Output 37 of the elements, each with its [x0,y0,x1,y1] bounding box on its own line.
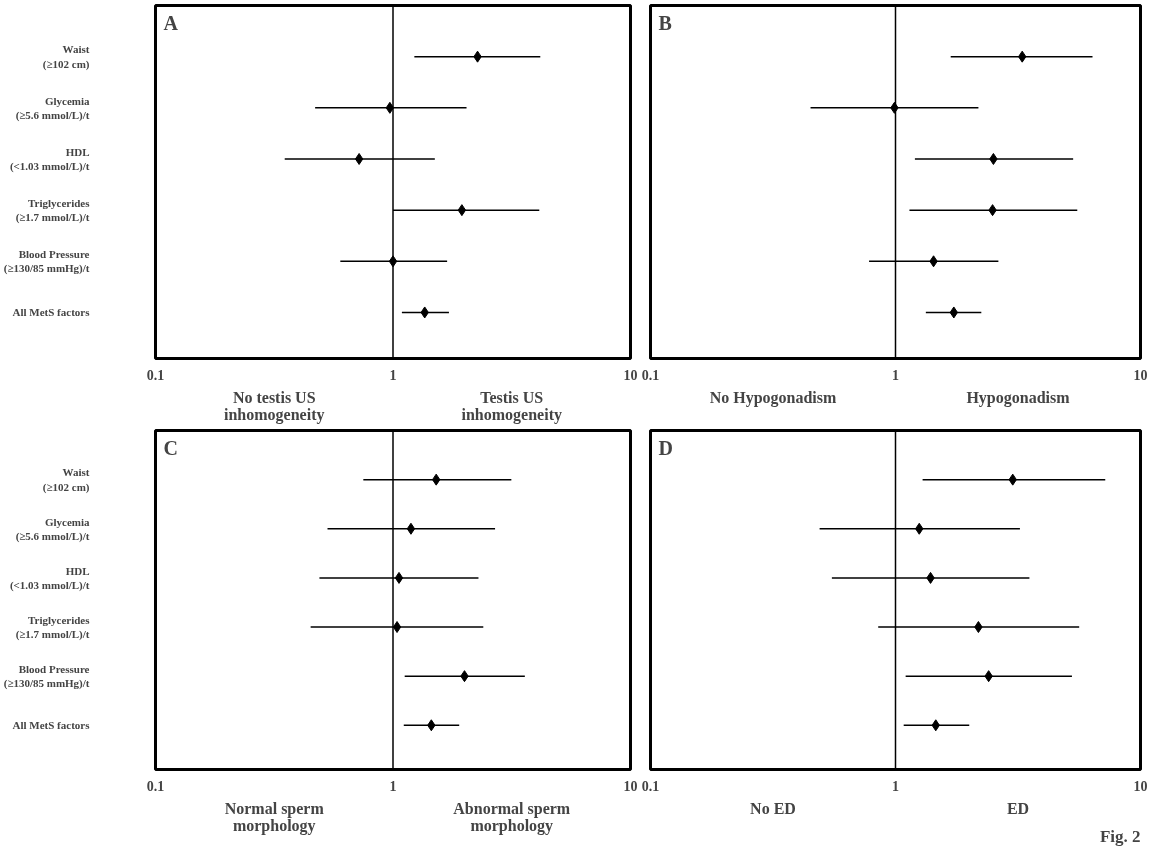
y-tick-label: HDL (<1.03 mmol/L)/t [9,145,90,174]
chart-title: B [658,11,672,34]
y-tick-label: Triglycerides (≥1.7 mmol/L)/t [15,613,91,642]
x-tick-label: 10 [1133,778,1148,794]
text: No testis US inhomogeneity [224,388,325,424]
y-tick-label: HDL (<1.03 mmol/L)/t [9,564,90,593]
x-tick-label: 1 [389,367,397,383]
text: ED [1006,799,1030,817]
x-tick-label: 10 [623,778,638,794]
x-tick-label: 1 [892,778,899,794]
text: Abnormal sperm morphology [453,799,571,835]
text: Testis US inhomogeneity [461,388,562,424]
chart-title: D [658,436,673,459]
y-tick-label: Blood Pressure (≥130/85 mmHg)/t [3,662,90,691]
y-tick-label: Triglycerides (≥1.7 mmol/L)/t [15,196,91,225]
y-tick-label: All MetS factors [12,306,91,319]
y-tick-label: Waist (≥102 cm) [42,466,90,494]
text: Hypogonadism [966,388,1071,407]
y-tick-label: Blood Pressure (≥130/85 mmHg)/t [3,248,90,276]
y-tick-label: Glycemia (≥5.6 mmol/L)/t [15,515,90,543]
chart-title: A [163,11,179,34]
x-tick-label: 10 [1133,367,1148,383]
y-tick-label: Glycemia (≥5.6 mmol/L)/t [15,94,90,123]
text: Normal sperm morphology [224,799,325,835]
text: No ED [750,799,796,817]
x-tick-label: 0.1 [146,778,165,794]
y-tick-label: Waist (≥102 cm) [42,43,90,71]
chart-title: C [163,436,178,459]
x-tick-label: 0.1 [641,778,660,794]
x-tick-label: 0.1 [641,367,660,383]
x-tick-label: 10 [623,367,638,383]
x-tick-label: 1 [892,367,899,383]
x-tick-label: 0.1 [146,367,165,383]
y-tick-label: All MetS factors [12,719,91,732]
text: No Hypogonadism [709,388,838,407]
x-tick-label: 1 [389,778,397,794]
caption: Fig. 2 [1099,826,1141,846]
